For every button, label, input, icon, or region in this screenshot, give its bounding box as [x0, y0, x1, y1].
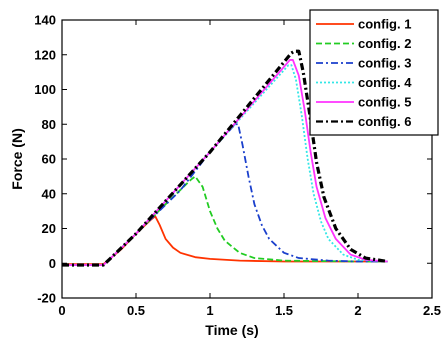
y-tick-label: 80: [42, 117, 56, 132]
legend-label-config-6: config. 6: [358, 114, 411, 129]
x-axis-title: Time (s): [205, 322, 258, 338]
y-tick-label: 100: [34, 82, 56, 97]
legend-label-config-4: config. 4: [358, 75, 412, 90]
x-tick-label: 1: [206, 303, 213, 318]
x-tick-label: 0: [58, 303, 65, 318]
y-tick-label: 20: [42, 221, 56, 236]
legend-box: [309, 9, 439, 136]
y-tick-label: -20: [37, 291, 56, 306]
legend-label-config-3: config. 3: [358, 56, 411, 71]
y-tick-label: 120: [34, 47, 56, 62]
legend: config. 1 config. 2 config. 3 config. 4 conf…: [309, 9, 439, 136]
legend-label-config-2: config. 2: [358, 36, 411, 51]
series-layer: [62, 49, 388, 267]
legend-label-config-5: config. 5: [358, 95, 411, 110]
y-tick-label: 40: [42, 186, 56, 201]
x-tick-label: 0.5: [127, 303, 145, 318]
series-line-config-2: [62, 175, 388, 266]
series-line-config-3: [62, 123, 388, 266]
x-tick-label: 2.5: [423, 303, 441, 318]
legend-label-config-1: config. 1: [358, 17, 411, 32]
series-line-config-5: [62, 59, 388, 266]
series-line-config-6: [62, 49, 388, 267]
x-tick-label: 1.5: [275, 303, 293, 318]
y-tick-label: 140: [34, 13, 56, 28]
y-tick-label: 0: [49, 256, 56, 271]
y-tick-label: 60: [42, 152, 56, 167]
x-tick-label: 2: [354, 303, 361, 318]
y-axis-title: Force (N): [9, 128, 25, 189]
